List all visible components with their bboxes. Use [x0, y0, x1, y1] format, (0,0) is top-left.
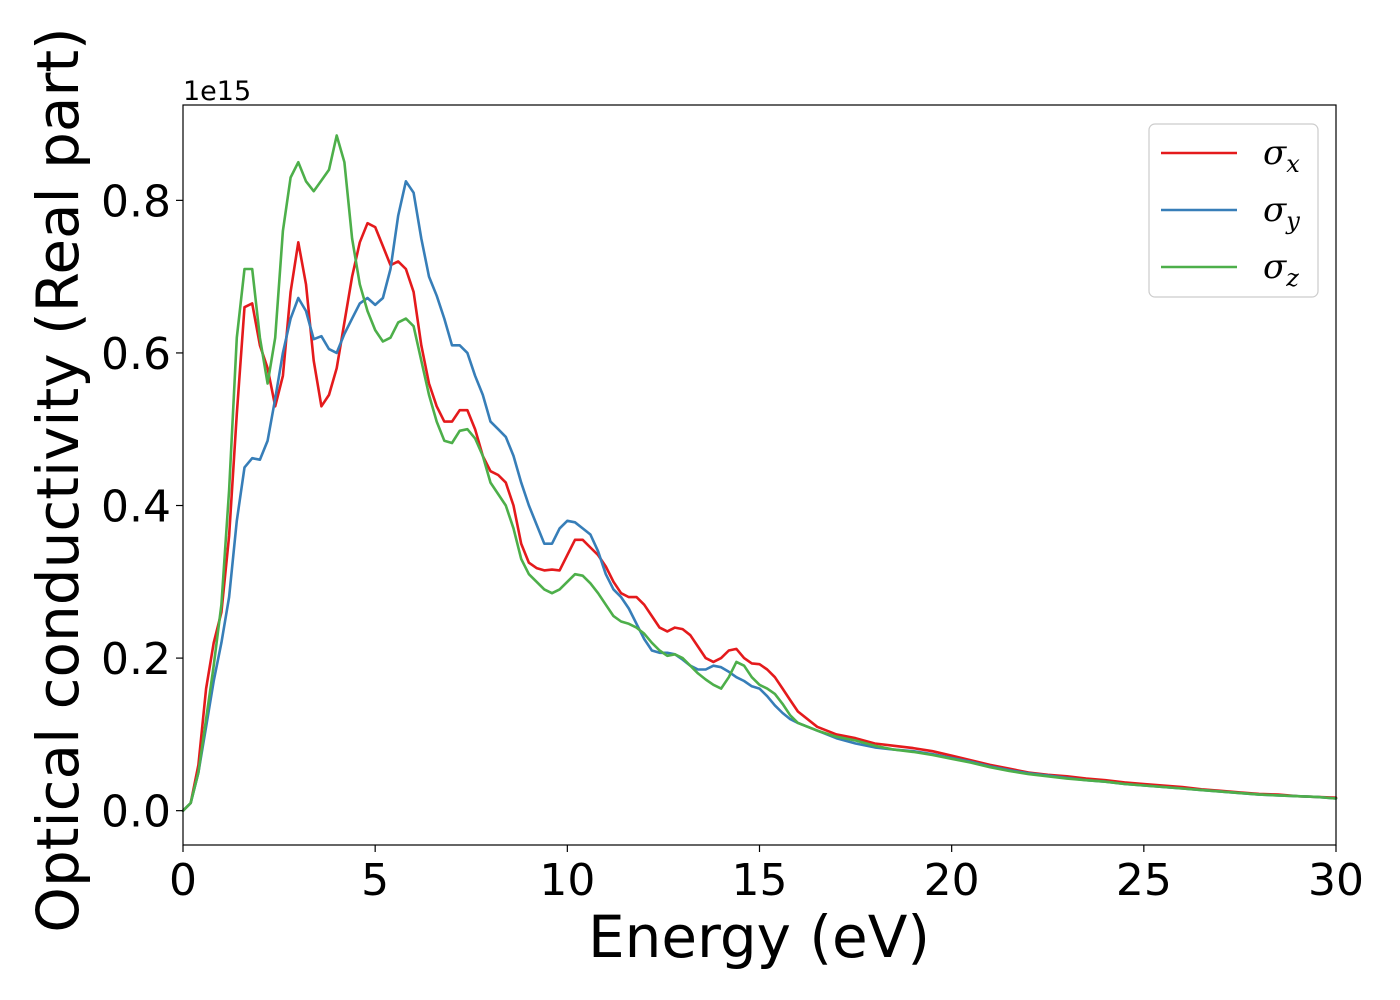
legend-label-y: σy: [1263, 190, 1300, 235]
series-line-z: [181, 134, 1338, 813]
legend: σx σy σz: [1148, 123, 1319, 298]
legend-label-z: σz: [1263, 247, 1299, 292]
x-tick-label: 25: [1116, 855, 1172, 906]
y-tick-label: 0.6: [101, 329, 171, 380]
x-axis-ticks: 0 5 10 15 20 25 30: [169, 845, 1364, 906]
x-tick-label: 0: [169, 855, 197, 906]
y-tick-label: 0.4: [101, 482, 171, 533]
y-axis-label: Optical conductivity (Real part): [24, 27, 92, 932]
x-tick-label: 20: [924, 855, 980, 906]
y-tick-label: 0.8: [101, 176, 171, 227]
x-tick-label: 30: [1308, 855, 1364, 906]
series-layer: [181, 134, 1338, 813]
x-tick-label: 15: [732, 855, 788, 906]
y-tick-label: 0.0: [101, 787, 171, 838]
legend-label-x: σx: [1263, 133, 1300, 178]
y-axis-ticks: 0.0 0.2 0.4 0.6 0.8: [101, 176, 183, 838]
x-tick-label: 5: [361, 855, 389, 906]
y-offset-label: 1e15: [183, 76, 251, 107]
x-axis-label: Energy (eV): [588, 903, 930, 971]
y-tick-label: 0.2: [101, 634, 171, 685]
x-tick-label: 10: [539, 855, 595, 906]
